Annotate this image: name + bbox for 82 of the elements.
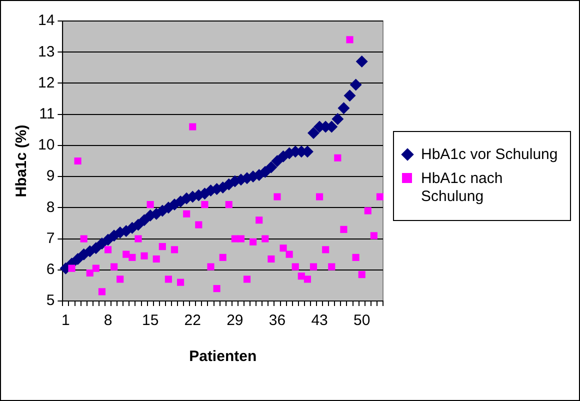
point <box>219 254 226 261</box>
legend-label: HbA1c nach Schulung <box>420 170 504 206</box>
point <box>364 207 372 214</box>
point <box>152 255 160 263</box>
x-tick-label: 29 <box>226 312 244 330</box>
y-tick-label: 12 <box>38 74 55 92</box>
point <box>316 193 324 200</box>
y-tick-label: 6 <box>46 261 55 278</box>
point <box>213 285 220 292</box>
point <box>134 235 142 242</box>
point <box>68 264 76 272</box>
point <box>350 78 362 91</box>
x-tick-label: 15 <box>142 312 159 330</box>
y-tick-label: 8 <box>46 198 55 216</box>
point <box>304 276 311 283</box>
point <box>207 263 214 270</box>
point <box>308 127 320 139</box>
y-tick-label: 5 <box>46 292 55 310</box>
point <box>183 210 190 218</box>
point <box>201 201 208 208</box>
point <box>340 226 348 233</box>
y-tick-label: 7 <box>46 230 55 247</box>
x-tick-label: 8 <box>104 312 112 330</box>
x-tick-label: 1 <box>62 312 70 330</box>
point <box>370 232 378 240</box>
point <box>189 123 196 130</box>
point <box>268 255 275 263</box>
y-tick-label: 14 <box>38 12 55 30</box>
point <box>170 246 178 254</box>
point <box>262 235 269 242</box>
point <box>128 254 136 261</box>
y-tick-label: 9 <box>46 168 55 185</box>
point <box>286 250 293 258</box>
point <box>98 288 106 296</box>
point <box>256 216 263 224</box>
point <box>250 238 257 246</box>
point <box>274 193 281 200</box>
point <box>146 201 154 208</box>
point <box>346 36 354 44</box>
point <box>334 154 342 162</box>
point <box>292 263 299 270</box>
point <box>72 253 84 265</box>
y-tick-label: 13 <box>38 43 55 60</box>
point <box>164 276 172 283</box>
point <box>265 161 278 174</box>
x-tick-label: 50 <box>354 312 370 330</box>
point <box>332 113 344 125</box>
point <box>280 244 287 252</box>
point <box>140 252 148 260</box>
x-tick-label: 36 <box>268 312 286 330</box>
point <box>74 157 82 165</box>
y-axis-title: Hba1c (%) <box>13 124 30 198</box>
point <box>225 201 232 208</box>
x-tick-label: 43 <box>311 312 328 330</box>
point <box>132 218 144 231</box>
point <box>86 269 94 277</box>
y-tick-label: 10 <box>38 136 55 154</box>
point <box>116 276 124 283</box>
point <box>328 263 336 270</box>
point <box>90 242 102 254</box>
point <box>310 263 318 270</box>
point <box>237 235 245 242</box>
point <box>92 264 100 272</box>
point <box>110 263 118 270</box>
point <box>195 221 202 228</box>
point <box>104 246 112 254</box>
point <box>322 246 330 254</box>
point <box>358 271 366 278</box>
point <box>80 235 88 242</box>
point <box>344 90 356 102</box>
point <box>177 278 184 286</box>
point <box>243 276 251 283</box>
x-axis-title: Patienten <box>189 348 257 366</box>
y-tick-label: 11 <box>39 105 55 122</box>
x-tick-label: 22 <box>184 312 201 330</box>
point <box>338 102 350 114</box>
legend-label: HbA1c vor Schulung <box>420 146 558 164</box>
point <box>298 272 305 280</box>
point <box>376 193 384 200</box>
point <box>356 55 368 68</box>
point <box>352 254 360 261</box>
point <box>158 243 166 250</box>
